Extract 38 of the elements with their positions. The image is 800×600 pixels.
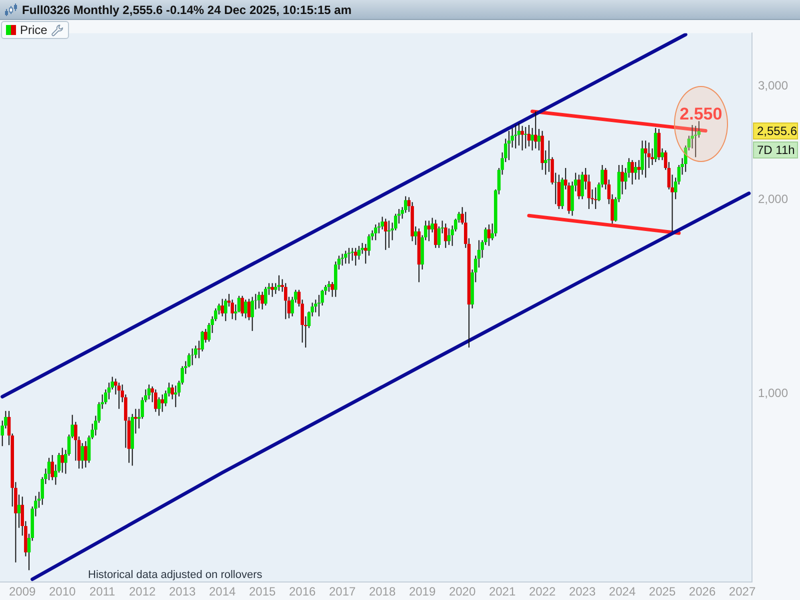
- candlestick: [554, 172, 558, 204]
- legend-frame: Price: [1, 21, 70, 39]
- candlestick: [197, 340, 201, 358]
- annotation: Historical data adjusted on rollovers: [88, 569, 263, 582]
- candlestick: [134, 408, 138, 434]
- x-tick-label: 2010: [48, 584, 76, 599]
- candlestick: [347, 248, 351, 264]
- y-tick-label: 2,000: [758, 192, 788, 206]
- x-tick-label: 2024: [608, 584, 636, 599]
- x-tick-label: 2018: [368, 584, 396, 599]
- candlestick: [350, 248, 354, 261]
- candlestick: [594, 187, 598, 209]
- x-tick-label: 2009: [8, 584, 36, 599]
- x-tick-label: 2027: [728, 584, 756, 599]
- annotation: 2.550: [680, 104, 722, 124]
- x-tick-label: 2016: [288, 584, 316, 599]
- x-tick-label: 2017: [328, 584, 356, 599]
- x-tick-label: 2012: [128, 584, 156, 599]
- x-tick-label: 2020: [448, 584, 476, 599]
- x-tick-label: 2015: [248, 584, 276, 599]
- candlestick: [524, 126, 528, 148]
- x-tick-label: 2011: [89, 584, 116, 599]
- x-tick-label: 2025: [648, 584, 676, 599]
- legend-label: Price: [20, 23, 48, 37]
- x-tick-label: 2014: [208, 584, 236, 599]
- chart-title: Full0326 Monthly 2,555.6 -0.14% 24 Dec 2025, 10:15:15 am: [22, 2, 352, 19]
- text: 7D 11h: [757, 142, 795, 157]
- x-tick-label: 2026: [688, 584, 716, 599]
- x-tick-label: 2019: [408, 584, 436, 599]
- candlestick: [514, 124, 518, 148]
- annotation: 2,555.6: [757, 124, 798, 138]
- y-tick-label: 3,000: [758, 78, 788, 92]
- x-tick-label: 2013: [168, 584, 196, 599]
- x-tick-label: 2021: [488, 584, 516, 599]
- y-tick-label: 1,000: [758, 386, 788, 400]
- x-tick-label: 2023: [568, 584, 596, 599]
- candlestick: [547, 140, 551, 172]
- x-tick-label: 2022: [528, 584, 556, 599]
